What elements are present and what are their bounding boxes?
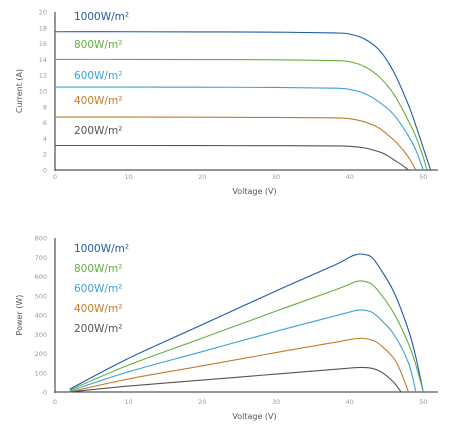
legend-label-1: 800W/m² [74, 263, 122, 275]
x-axis-title: Voltage (V) [232, 187, 276, 196]
x-tick-label: 30 [272, 398, 280, 406]
legend-label-4: 200W/m² [74, 125, 122, 137]
series-line-200W/m² [69, 366, 402, 393]
series-line-200W/m² [54, 144, 409, 171]
y-tick-label: 12 [39, 72, 47, 80]
y-tick-label: 18 [39, 24, 47, 32]
legend-label-0: 1000W/m² [74, 243, 129, 255]
x-tick-label: 30 [272, 173, 280, 181]
series-line-400W/m² [69, 337, 410, 393]
legend-label-4: 200W/m² [74, 323, 122, 335]
y-tick-label: 0 [43, 389, 47, 397]
x-tick-label: 10 [125, 173, 133, 181]
y-tick-label: 6 [43, 119, 47, 127]
series-line-600W/m² [54, 86, 424, 171]
y-tick-label: 800 [35, 235, 47, 243]
y-tick-label: 400 [35, 312, 47, 320]
series-line-400W/m² [54, 116, 417, 171]
legend-label-3: 400W/m² [74, 95, 122, 107]
chart-pv: 0 100 200 300 400 500 600 700 800 0 10 20 30 40 50 Volt… [15, 235, 438, 421]
x-tick-label: 0 [53, 173, 57, 181]
legend-label-0: 1000W/m² [74, 11, 129, 23]
y-tick-label: 300 [35, 331, 47, 339]
y-axis-title: Current (A) [15, 69, 24, 113]
x-tick-label: 20 [198, 173, 206, 181]
y-tick-label: 14 [39, 56, 47, 64]
y-tick-label: 2 [43, 151, 47, 159]
series-line-800W/m² [54, 58, 428, 171]
chart-iv: 0 2 4 6 8 10 12 14 16 18 20 0 10 20 30 40 50 Voltage (V) C… [15, 9, 438, 196]
y-tick-label: 600 [35, 273, 47, 281]
series-line-600W/m² [69, 309, 417, 393]
y-axis-title: Power (W) [15, 295, 24, 336]
y-tick-label: 8 [43, 103, 47, 111]
x-tick-label: 20 [198, 398, 206, 406]
x-tick-label: 40 [345, 398, 353, 406]
x-tick-label: 40 [345, 173, 353, 181]
series-line-1000W/m² [69, 253, 424, 393]
x-axis-title: Voltage (V) [232, 412, 276, 421]
y-tick-label: 10 [39, 88, 47, 96]
legend-label-2: 600W/m² [74, 283, 122, 295]
x-tick-label: 0 [53, 398, 57, 406]
y-tick-label: 16 [39, 40, 47, 48]
y-tick-label: 500 [35, 292, 47, 300]
series-line-800W/m² [69, 280, 424, 393]
x-tick-label: 50 [419, 173, 427, 181]
y-tick-label: 20 [39, 9, 47, 17]
y-tick-label: 200 [35, 350, 47, 358]
y-tick-label: 700 [35, 254, 47, 262]
y-tick-label: 100 [35, 369, 47, 377]
x-tick-label: 10 [125, 398, 133, 406]
legend-label-1: 800W/m² [74, 39, 122, 51]
series-line-1000W/m² [54, 31, 432, 171]
legend-label-2: 600W/m² [74, 70, 122, 82]
y-tick-label: 0 [43, 167, 47, 175]
x-tick-label: 50 [419, 398, 427, 406]
y-tick-label: 4 [43, 135, 47, 143]
legend-label-3: 400W/m² [74, 303, 122, 315]
